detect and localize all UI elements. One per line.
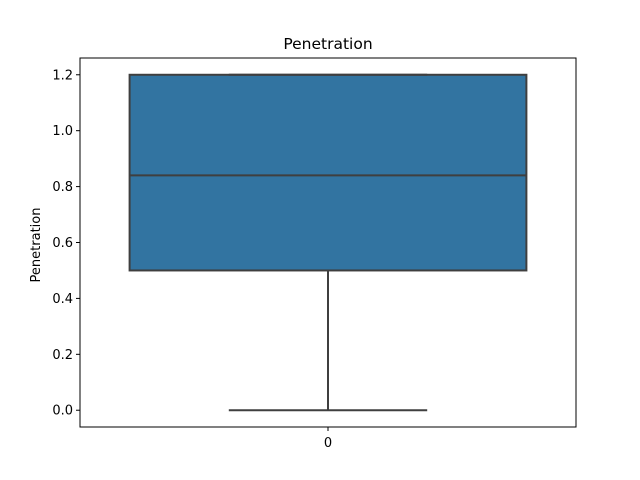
axes-frame [79,57,577,428]
y-tick-label: 0.4 [52,292,73,307]
y-tick-label: 0.2 [52,348,73,363]
y-axis-label: Penetration [29,208,44,283]
chart-title: Penetration [283,35,372,53]
plot-marks: 0.0 0.2 0.4 0.6 0.8 1.0 1.2 0 [52,68,528,451]
y-tick-label: 0.8 [52,180,73,195]
y-tick-label: 0.0 [52,404,73,419]
y-tick-label: 0.6 [52,236,73,251]
x-tick-label: 0 [324,436,332,451]
y-tick-label: 1.0 [52,124,73,139]
iqr-box [128,73,528,272]
y-tick-label: 1.2 [52,68,73,83]
